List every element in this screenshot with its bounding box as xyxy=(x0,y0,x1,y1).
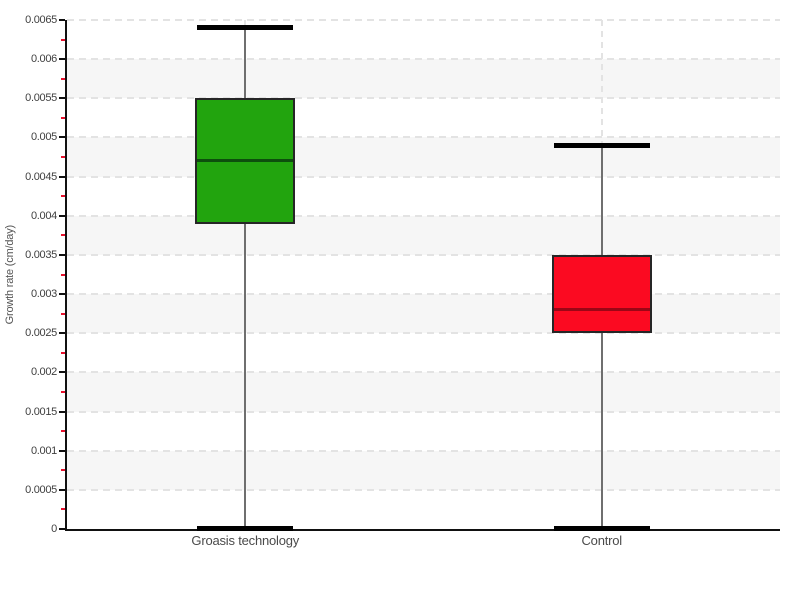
box-whisker-cap-top xyxy=(197,25,294,31)
y-minor-tick xyxy=(61,312,65,315)
y-tick-label: 0.0035 xyxy=(25,248,57,261)
y-major-tick xyxy=(59,488,65,491)
y-tick-label: 0.0045 xyxy=(25,170,57,183)
grid-band xyxy=(67,59,780,99)
grid-band xyxy=(67,450,780,490)
grid-band xyxy=(67,137,780,177)
h-gridline xyxy=(67,97,780,100)
h-gridline xyxy=(67,410,780,413)
h-gridline xyxy=(67,175,780,178)
y-major-tick xyxy=(59,58,65,61)
y-tick-label: 0.006 xyxy=(30,53,57,66)
y-major-tick xyxy=(59,97,65,100)
y-major-tick xyxy=(59,19,65,21)
x-axis-line xyxy=(65,529,780,531)
box-whisker-cap-bottom xyxy=(553,525,650,531)
y-minor-tick xyxy=(61,77,65,80)
h-gridline xyxy=(67,214,780,217)
y-tick-label: 0.004 xyxy=(30,209,57,222)
plot-area: 0 0.0005 0.001 0.0015 0.002 0.0025 0.003 0.0035… xyxy=(25,14,780,548)
y-minor-tick xyxy=(61,430,65,433)
y-major-tick xyxy=(59,371,65,374)
box-median-line xyxy=(197,159,294,163)
y-tick-label: 0.0025 xyxy=(25,327,57,340)
y-tick-label: 0.005 xyxy=(30,131,57,144)
y-minor-tick xyxy=(61,156,65,159)
y-major-tick xyxy=(59,528,65,530)
y-minor-tick xyxy=(61,508,65,511)
h-gridline xyxy=(67,449,780,452)
h-gridline xyxy=(67,293,780,296)
y-minor-tick xyxy=(61,273,65,276)
y-minor-tick xyxy=(61,234,65,237)
h-gridline xyxy=(67,488,780,491)
y-major-tick xyxy=(59,175,65,178)
h-gridline xyxy=(67,371,780,374)
y-axis-title-text: Growth rate (cm/day) xyxy=(4,224,16,325)
y-minor-tick xyxy=(61,116,65,119)
box-whisker-cap-bottom xyxy=(197,525,294,531)
y-minor-tick xyxy=(61,390,65,393)
y-major-tick xyxy=(59,293,65,296)
y-major-tick xyxy=(59,214,65,217)
grid-band xyxy=(67,215,780,255)
category-label: Groasis technology xyxy=(191,533,300,548)
category-label: Control xyxy=(581,533,622,548)
box-whisker xyxy=(600,145,603,529)
h-gridline xyxy=(67,58,780,61)
grid-band xyxy=(67,294,780,334)
box-median-line xyxy=(553,308,650,312)
h-gridline xyxy=(67,19,780,21)
h-gridline xyxy=(67,332,780,335)
grid-band xyxy=(67,372,780,412)
y-minor-tick xyxy=(61,38,65,41)
y-tick-label: 0.0055 xyxy=(25,92,57,105)
y-minor-tick xyxy=(61,351,65,354)
y-axis-line xyxy=(65,20,67,531)
y-major-tick xyxy=(59,136,65,139)
y-tick-label: 0 xyxy=(51,523,57,535)
y-tick-label: 0.003 xyxy=(30,288,57,301)
box-whisker xyxy=(244,27,247,529)
y-tick-label: 0.0015 xyxy=(25,405,57,418)
h-gridline xyxy=(67,136,780,139)
h-gridline xyxy=(67,253,780,256)
y-tick-label: 0.0065 xyxy=(25,14,57,26)
y-tick-label: 0.002 xyxy=(30,366,57,379)
box-rect xyxy=(551,254,652,334)
y-minor-tick xyxy=(61,469,65,472)
box-whisker-cap-top xyxy=(553,142,650,148)
y-major-tick xyxy=(59,449,65,452)
y-major-tick xyxy=(59,410,65,413)
y-major-tick xyxy=(59,332,65,335)
y-major-tick xyxy=(59,253,65,256)
y-tick-label: 0.001 xyxy=(30,444,57,457)
y-tick-label: 0.0005 xyxy=(25,483,57,496)
y-minor-tick xyxy=(61,195,65,198)
